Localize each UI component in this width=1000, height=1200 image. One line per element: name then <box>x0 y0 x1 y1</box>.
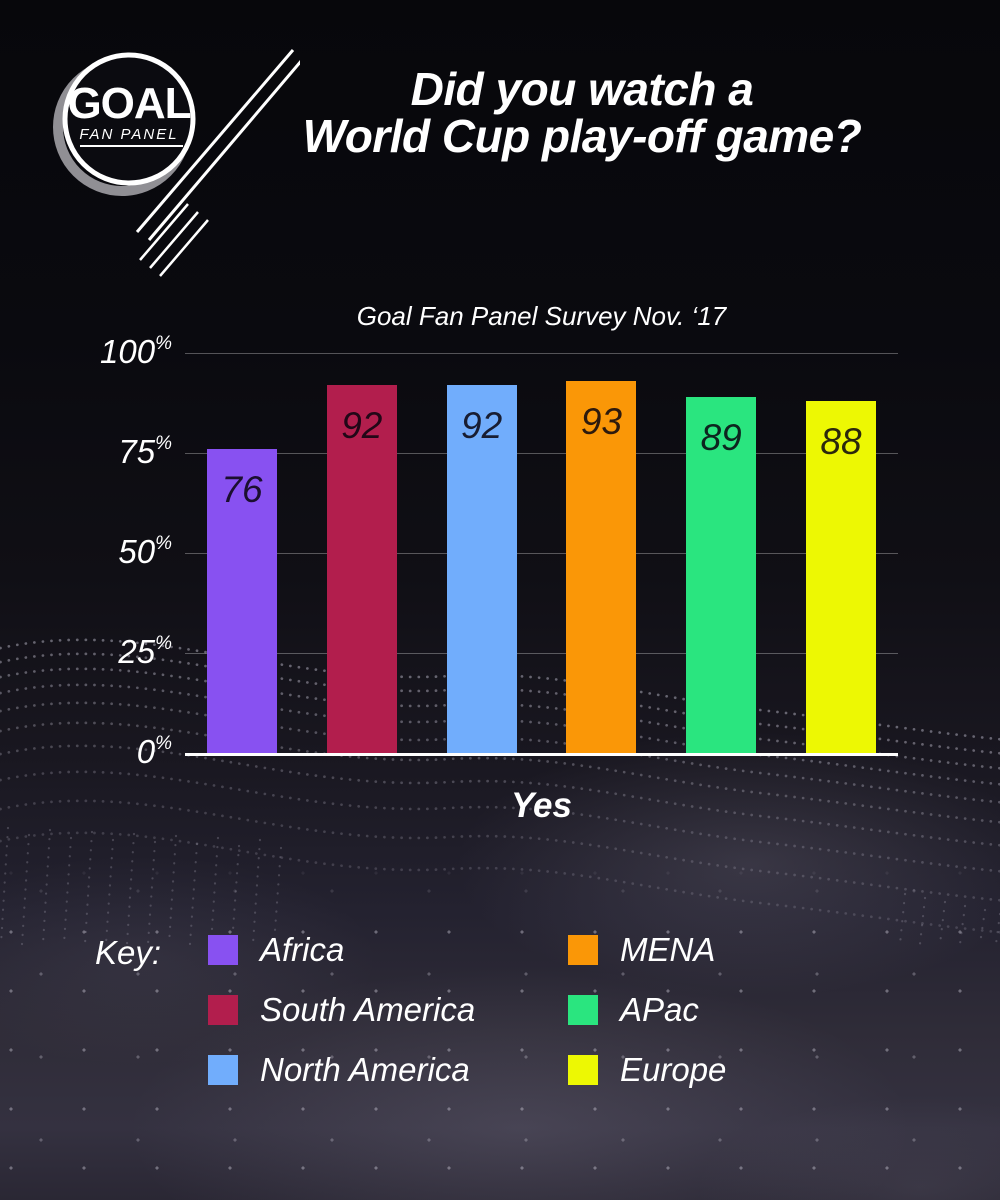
page-title: Did you watch a World Cup play-off game? <box>237 66 927 160</box>
y-axis-tick-75: 75% <box>30 433 172 471</box>
bar-africa: 76 <box>207 449 277 753</box>
legend-swatch-apac <box>568 995 598 1025</box>
legend-swatch-south-america <box>208 995 238 1025</box>
gridline-25 <box>185 653 898 654</box>
legend-label-europe: Europe <box>620 1051 727 1088</box>
logo-graphic: GOAL FAN PANEL <box>53 49 304 277</box>
legend-item-north-america: North America <box>208 1053 470 1087</box>
legend-item-mena: MENA <box>568 933 715 967</box>
bar-apac: 89 <box>686 397 757 753</box>
bar-value-apac: 89 <box>700 417 742 458</box>
bar-group: 76 92 92 93 89 88 <box>185 353 898 753</box>
title-line-1: Did you watch a <box>410 63 754 115</box>
legend-label-africa: Africa <box>260 931 345 968</box>
tick-value: 50 <box>118 533 156 571</box>
bar-north-america: 92 <box>446 385 517 753</box>
y-axis-tick-0: 0% <box>30 733 172 771</box>
tick-value: 25 <box>118 633 156 671</box>
bar-value-mena: 93 <box>580 401 622 442</box>
legend-item-apac: APac <box>568 993 699 1027</box>
chart-subtitle: Goal Fan Panel Survey Nov. ‘17 <box>356 301 727 331</box>
percent-sign: % <box>155 433 172 455</box>
bar-value-south-america: 92 <box>341 405 383 446</box>
tick-value: 100 <box>100 333 156 371</box>
percent-sign: % <box>155 733 172 755</box>
legend-label-south-america: South America <box>260 991 476 1028</box>
logo-subtitle-text: FAN PANEL <box>79 126 178 143</box>
legend-item-south-america: South America <box>208 993 475 1027</box>
bar-value-africa: 76 <box>221 469 263 510</box>
bar-europe: 88 <box>805 401 876 753</box>
x-axis-label: Yes <box>511 786 572 825</box>
y-axis-tick-50: 50% <box>30 533 172 571</box>
y-axis-tick-25: 25% <box>30 633 172 671</box>
goal-fan-panel-logo: GOAL FAN PANEL <box>40 32 304 282</box>
gridline-100 <box>185 353 898 354</box>
plot-area: 76 92 92 93 89 88 <box>185 353 898 756</box>
legend-label-mena: MENA <box>620 931 716 968</box>
legend-label-apac: APac <box>620 991 699 1028</box>
legend-swatch-europe <box>568 1055 598 1085</box>
legend-item-africa: Africa <box>208 933 344 967</box>
tick-value: 0 <box>136 733 156 771</box>
legend-item-europe: Europe <box>568 1053 726 1087</box>
gridline-50 <box>185 553 898 554</box>
legend-label-north-america: North America <box>260 1051 470 1088</box>
percent-sign: % <box>155 533 172 555</box>
legend-swatch-north-america <box>208 1055 238 1085</box>
logo-slashes <box>80 49 304 277</box>
bar-value-north-america: 92 <box>461 405 503 446</box>
legend-swatch-mena <box>568 935 598 965</box>
bar-value-europe: 88 <box>820 421 862 462</box>
title-line-2: World Cup play-off game? <box>302 110 862 162</box>
percent-sign: % <box>155 633 172 655</box>
logo-circle <box>62 52 196 186</box>
legend-heading: Key: <box>95 934 162 971</box>
logo-brand-text: GOAL <box>67 79 190 128</box>
percent-sign: % <box>155 333 172 355</box>
legend-swatch-africa <box>208 935 238 965</box>
bar-south-america: 92 <box>326 385 397 753</box>
gridline-75 <box>185 453 898 454</box>
background-speckles <box>0 860 1000 1200</box>
tick-value: 75 <box>118 433 156 471</box>
y-axis-tick-100: 100% <box>30 333 172 371</box>
bar-mena: 93 <box>566 381 637 753</box>
